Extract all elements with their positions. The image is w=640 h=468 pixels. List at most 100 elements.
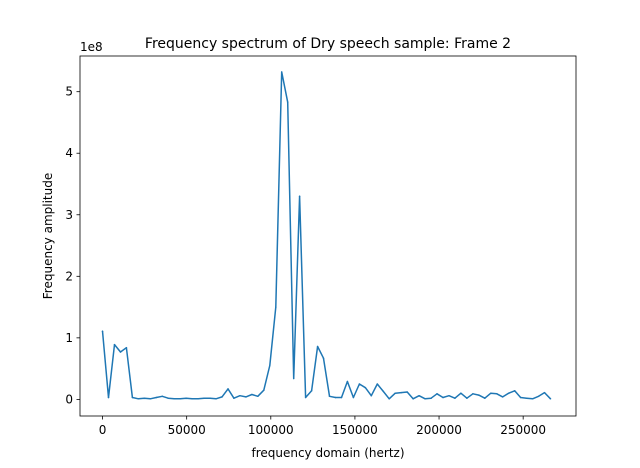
data-point bbox=[269, 364, 271, 367]
data-point bbox=[454, 397, 456, 399]
y-tick-label: 1 bbox=[65, 331, 73, 345]
data-point bbox=[185, 397, 187, 399]
data-point bbox=[424, 398, 426, 400]
data-point bbox=[239, 394, 241, 397]
data-point bbox=[191, 398, 193, 400]
y-tick-label: 4 bbox=[65, 146, 73, 160]
data-point bbox=[406, 391, 408, 393]
data-point bbox=[346, 380, 349, 383]
data-point bbox=[448, 394, 450, 397]
x-tick-label: 250000 bbox=[500, 423, 546, 437]
data-point bbox=[436, 393, 438, 395]
data-point bbox=[292, 377, 295, 380]
data-point bbox=[472, 393, 474, 395]
x-axis-ticks: 0 50000 100000 150000 200000 250000 bbox=[99, 416, 546, 437]
data-point bbox=[400, 391, 402, 394]
data-point bbox=[388, 398, 390, 400]
data-point bbox=[251, 393, 253, 396]
data-point bbox=[507, 392, 510, 394]
y-axis-label: Frequency amplitude bbox=[41, 173, 55, 299]
data-point bbox=[418, 394, 420, 397]
data-point bbox=[531, 398, 534, 400]
data-point bbox=[280, 71, 283, 73]
data-point bbox=[167, 397, 169, 399]
data-point bbox=[501, 396, 504, 398]
data-point bbox=[543, 391, 546, 394]
data-point bbox=[101, 330, 104, 332]
data-point bbox=[221, 396, 223, 398]
data-point bbox=[370, 394, 373, 397]
y-tick-label: 2 bbox=[65, 269, 73, 283]
data-point bbox=[340, 396, 343, 399]
y-tick-label: 3 bbox=[65, 208, 73, 222]
y-tick-label: 5 bbox=[65, 85, 73, 99]
data-point bbox=[304, 396, 307, 399]
data-point bbox=[478, 394, 480, 396]
y-tick-label: 0 bbox=[65, 392, 73, 406]
data-point bbox=[525, 397, 528, 399]
data-point bbox=[466, 397, 468, 399]
data-point bbox=[125, 346, 128, 349]
y-axis-ticks: 0 1 2 3 4 5 bbox=[65, 85, 80, 406]
data-point bbox=[298, 195, 301, 198]
data-point bbox=[107, 396, 110, 399]
data-point bbox=[358, 383, 361, 385]
data-point bbox=[245, 396, 247, 398]
data-point bbox=[131, 396, 134, 399]
data-point bbox=[161, 395, 164, 398]
data-point bbox=[155, 396, 158, 399]
data-point bbox=[143, 397, 146, 399]
data-point bbox=[430, 397, 432, 399]
x-axis-label: frequency domain (hertz) bbox=[251, 446, 404, 460]
data-point bbox=[328, 395, 331, 398]
data-point bbox=[364, 386, 367, 389]
axes-frame bbox=[79, 55, 577, 417]
x-tick-label: 0 bbox=[99, 423, 107, 437]
data-point bbox=[173, 398, 175, 400]
data-point bbox=[496, 393, 498, 395]
data-point bbox=[537, 395, 540, 398]
data-point bbox=[149, 398, 152, 400]
data-point bbox=[382, 390, 385, 393]
data-point bbox=[442, 396, 444, 399]
data-point bbox=[519, 396, 522, 399]
x-tick-label: 150000 bbox=[332, 423, 378, 437]
data-point bbox=[119, 351, 122, 353]
x-tick-label: 200000 bbox=[416, 423, 462, 437]
spectrum-line bbox=[101, 71, 552, 400]
data-point bbox=[197, 398, 199, 400]
data-point bbox=[322, 357, 325, 359]
data-point bbox=[334, 396, 337, 399]
data-point bbox=[490, 392, 492, 394]
chart-title: Frequency spectrum of Dry speech sample:… bbox=[145, 36, 511, 52]
data-point bbox=[209, 397, 211, 399]
data-point bbox=[460, 392, 462, 394]
data-point bbox=[257, 395, 259, 398]
data-point bbox=[484, 397, 486, 399]
x-tick-label: 50000 bbox=[168, 423, 206, 437]
y-offset-label: 1e8 bbox=[80, 40, 103, 54]
data-point bbox=[275, 306, 277, 308]
data-point bbox=[215, 398, 217, 400]
data-point bbox=[376, 383, 379, 385]
data-point bbox=[513, 390, 516, 392]
data-point bbox=[113, 343, 116, 346]
data-point bbox=[412, 398, 414, 400]
data-point bbox=[549, 398, 552, 400]
data-point bbox=[352, 396, 355, 399]
data-point bbox=[233, 397, 235, 399]
data-point bbox=[137, 398, 140, 400]
data-point bbox=[179, 398, 181, 400]
plot-area bbox=[79, 55, 577, 417]
data-point bbox=[263, 389, 265, 391]
data-point bbox=[286, 101, 289, 103]
data-point bbox=[316, 345, 319, 348]
data-points bbox=[101, 71, 552, 400]
data-point bbox=[227, 388, 229, 390]
data-point bbox=[203, 397, 205, 399]
x-tick-label: 100000 bbox=[248, 423, 294, 437]
data-point bbox=[394, 392, 396, 394]
data-point bbox=[310, 390, 313, 392]
